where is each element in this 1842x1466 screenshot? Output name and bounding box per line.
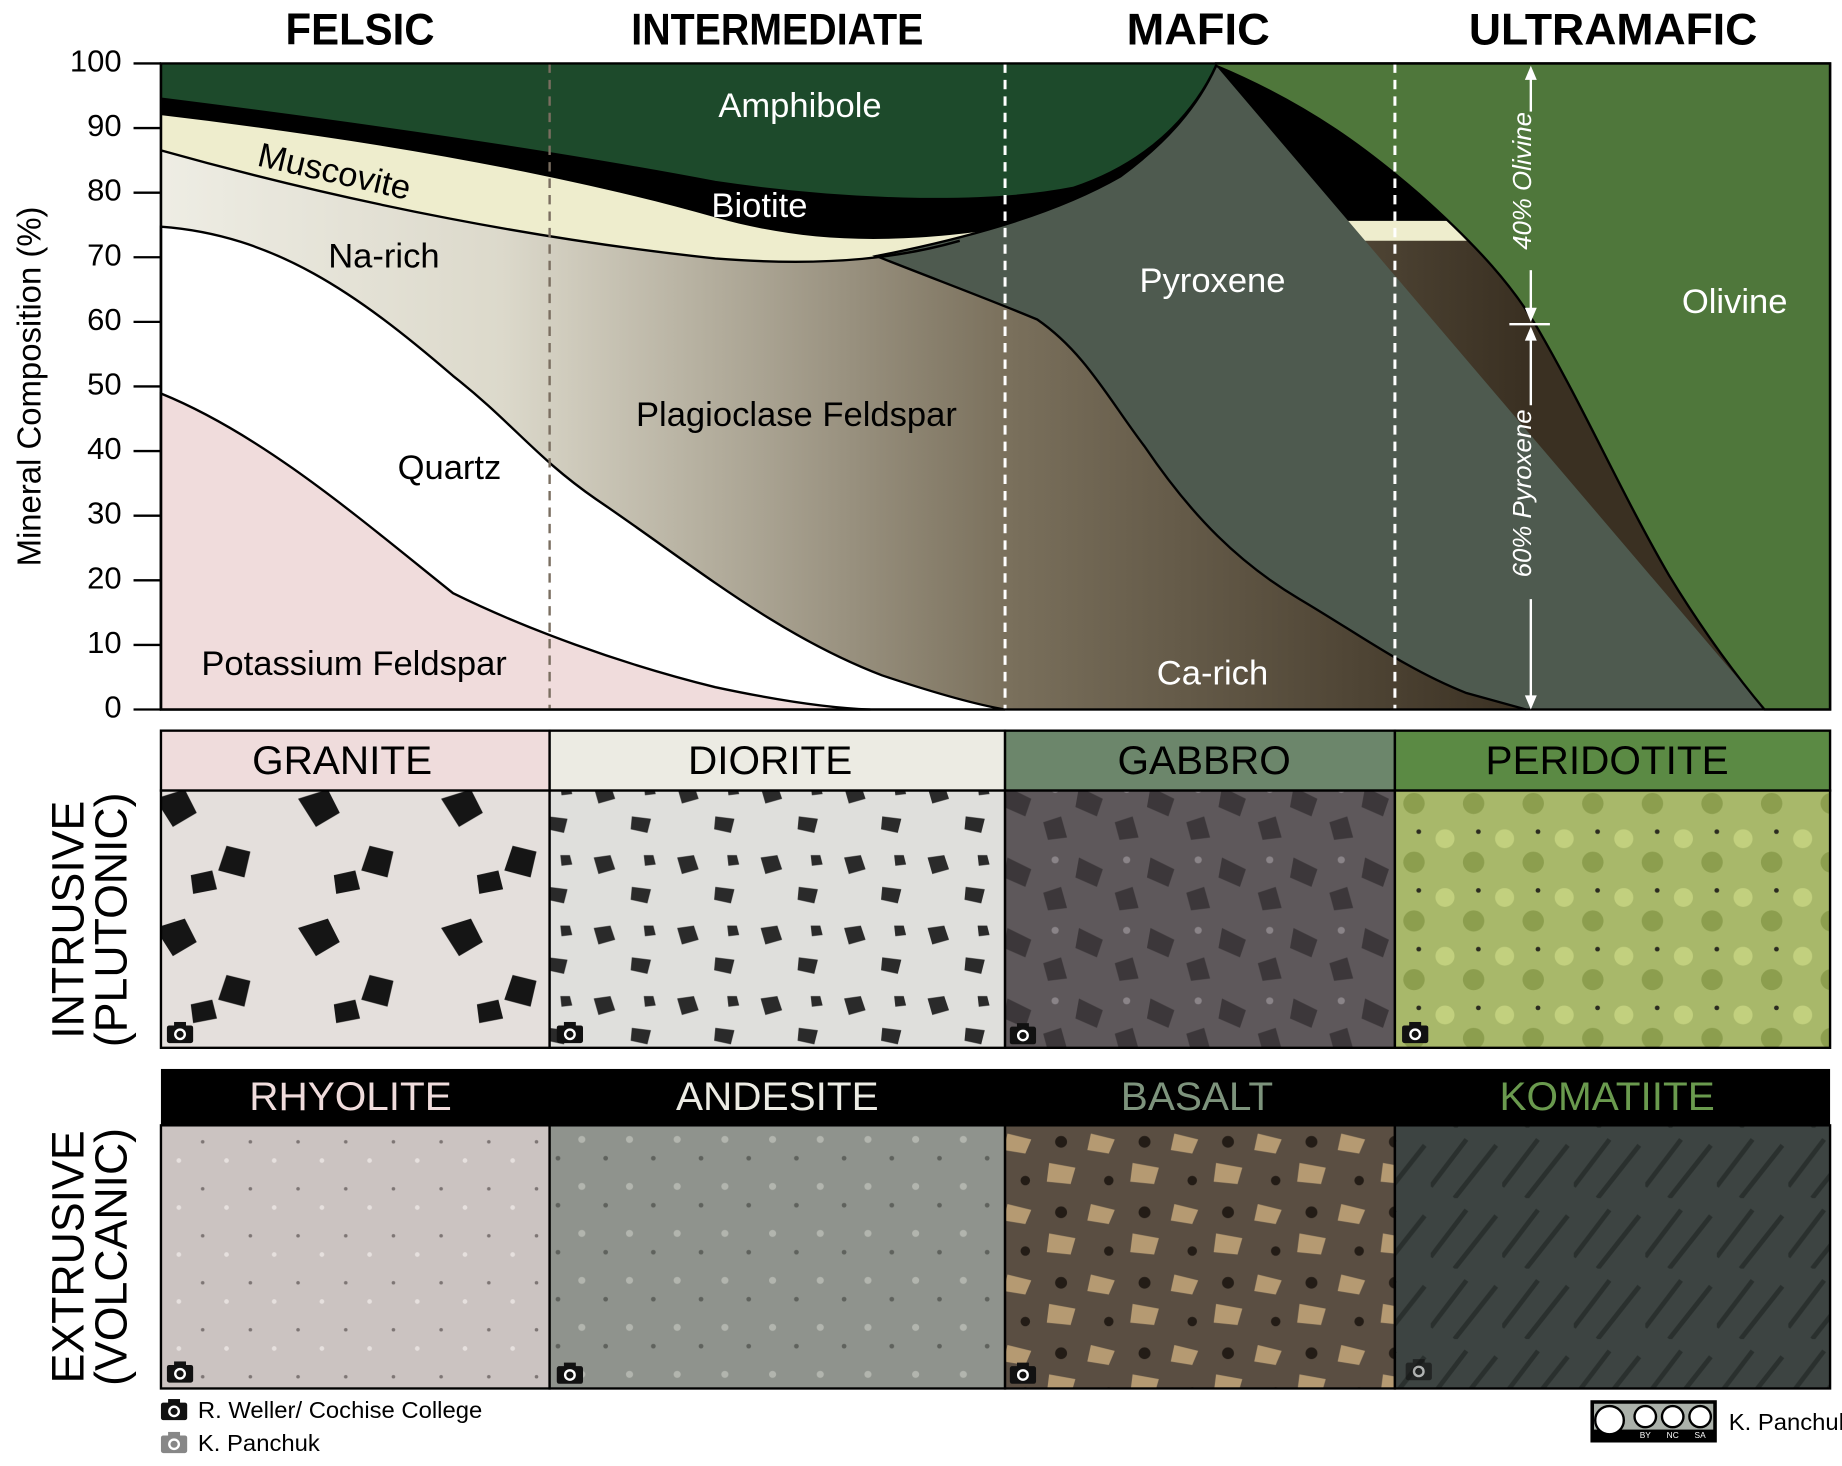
mineral-label: Ca-rich <box>1157 655 1268 693</box>
column-header: ULTRAMAFIC <box>1469 4 1758 55</box>
row-label: EXTRUSIVE <box>42 1130 93 1383</box>
y-tick-label: 10 <box>87 625 121 660</box>
row-label: INTRUSIVE <box>42 801 93 1039</box>
author-credit: K. Panchuk <box>1729 1410 1842 1436</box>
y-tick-label: 80 <box>87 173 121 208</box>
license-label: NC <box>1667 1431 1679 1440</box>
photo-credit: R. Weller/ Cochise College <box>198 1398 482 1424</box>
mineral-label: Potassium Feldspar <box>201 645 506 683</box>
mineral-label: Olivine <box>1682 283 1788 321</box>
intrusive-row <box>159 729 1832 1049</box>
y-tick-label: 30 <box>87 496 121 531</box>
mineral-label: Pyroxene <box>1139 262 1285 300</box>
rock-name: BASALT <box>1121 1074 1273 1119</box>
rock-name: PERIDOTITE <box>1486 738 1729 783</box>
column-header: MAFIC <box>1127 4 1270 55</box>
annotation: 40% Olivine <box>1507 112 1537 250</box>
y-tick-label: 100 <box>70 44 122 79</box>
mineral-label: Amphibole <box>718 87 881 125</box>
row-label: (VOLCANIC) <box>85 1128 136 1386</box>
rock-name: ANDESITE <box>676 1074 879 1119</box>
y-tick-label: 20 <box>87 561 121 596</box>
y-tick-label: 90 <box>87 108 121 143</box>
pyroxene-area <box>876 65 1765 710</box>
rock-name: KOMATIITE <box>1499 1074 1714 1119</box>
license-badge: BY NC SA <box>1590 1400 1717 1443</box>
mineral-label: Plagioclase Feldspar <box>636 396 957 434</box>
photo-credit: K. Panchuk <box>198 1431 320 1457</box>
extrusive-row <box>159 1068 1832 1390</box>
row-label: (PLUTONIC) <box>85 792 136 1047</box>
y-tick-label: 70 <box>87 238 121 273</box>
column-header: INTERMEDIATE <box>631 4 923 55</box>
y-axis: 0 10 20 30 40 50 60 70 80 90 100 <box>70 44 163 725</box>
y-tick-label: 0 <box>104 690 121 725</box>
rock-name: GRANITE <box>252 738 432 783</box>
rock-name: GABBRO <box>1117 738 1290 783</box>
mineral-label: Quartz <box>398 449 502 487</box>
annotation: 60% Pyroxene <box>1507 409 1537 577</box>
mineral-regions <box>159 62 1832 711</box>
rock-name: DIORITE <box>688 738 852 783</box>
y-tick-label: 60 <box>87 302 121 337</box>
mineral-label: Na-rich <box>328 238 439 276</box>
annotation-arrows <box>1509 65 1550 710</box>
column-header: FELSIC <box>286 4 435 55</box>
potassium-feldspar-area <box>159 391 871 711</box>
olivine-area <box>1214 62 1832 711</box>
license-label: SA <box>1695 1431 1707 1440</box>
mineral-label: Biotite <box>711 187 807 225</box>
y-tick-label: 40 <box>87 431 121 466</box>
y-axis-label: Mineral Composition (%) <box>11 206 48 566</box>
license-label: BY <box>1640 1431 1652 1440</box>
rock-name: RHYOLITE <box>249 1074 452 1119</box>
y-tick-label: 50 <box>87 367 121 402</box>
